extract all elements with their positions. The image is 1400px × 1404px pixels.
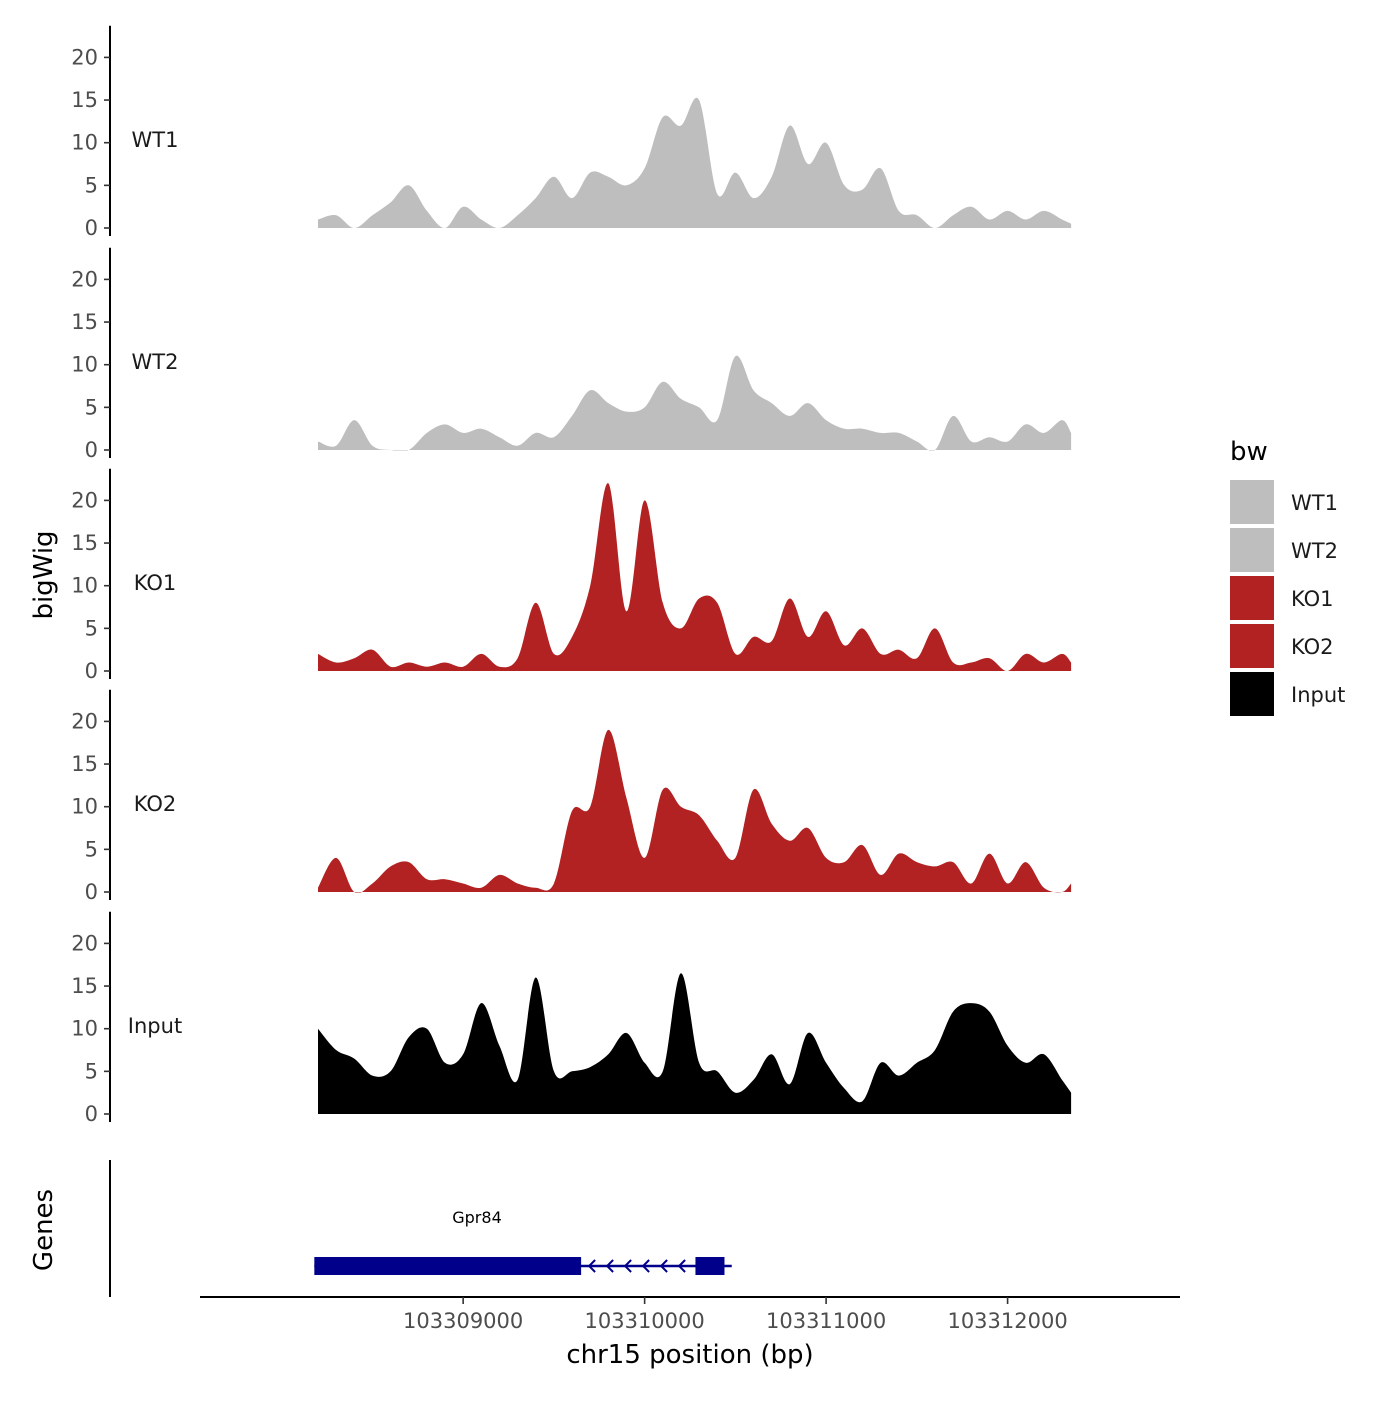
y-tick-label: 20	[71, 488, 98, 512]
track-wt1: 0 5 10 15 20 WT1	[71, 25, 1180, 241]
y-tick-label: 5	[85, 173, 98, 197]
y-tick-label: 0	[85, 438, 98, 462]
gene-gpr84: Gpr84	[314, 1208, 732, 1275]
baseline-mask	[200, 450, 1180, 463]
y-tick-label: 20	[71, 45, 98, 69]
strand-arrow	[605, 1259, 614, 1273]
baseline-mask	[200, 1114, 1180, 1127]
y-tick-label: 20	[71, 267, 98, 291]
baseline-mask	[200, 892, 1180, 905]
track-label-ko1: KO1	[134, 571, 177, 595]
y-tick-label: 15	[71, 752, 98, 776]
y-tick-label: 15	[71, 310, 98, 334]
coverage-area-wt2	[318, 355, 1072, 452]
y-tick-label: 15	[71, 88, 98, 112]
strand-arrow	[587, 1259, 596, 1273]
y-tick-label: 5	[85, 616, 98, 640]
x-tick-label: 103312000	[947, 1309, 1067, 1333]
x-axis-title: chr15 position (bp)	[566, 1340, 813, 1370]
legend: bw WT1 WT2 KO1 KO2 Input	[1230, 437, 1345, 716]
track-ko2: 0 5 10 15 20 KO2	[71, 689, 1180, 905]
track-label-input: Input	[128, 1014, 182, 1038]
legend-title: bw	[1230, 437, 1268, 467]
track-wt2: 0 5 10 15 20 WT2	[71, 247, 1180, 463]
strand-arrow	[659, 1259, 668, 1273]
coverage-area-ko1	[318, 483, 1072, 672]
y-tick-label: 20	[71, 709, 98, 733]
track-ko1: 0 5 10 15 20 KO1	[71, 468, 1180, 684]
y-tick-label: 10	[71, 795, 98, 819]
gene-exon-block	[314, 1257, 582, 1275]
legend-swatch-wt1	[1230, 480, 1274, 524]
legend-label-input: Input	[1291, 683, 1345, 707]
legend-swatch-input	[1230, 672, 1274, 716]
y-tick-label: 10	[71, 574, 98, 598]
y-tick-label: 10	[71, 1017, 98, 1041]
baseline-mask	[200, 671, 1180, 684]
coverage-area-input	[318, 973, 1072, 1114]
y-tick-label: 5	[85, 1059, 98, 1083]
gene-exon-block	[695, 1257, 725, 1275]
y-tick-label: 5	[85, 837, 98, 861]
baseline-mask	[200, 228, 1180, 241]
genes-axis-title: Genes	[29, 1189, 59, 1271]
x-tick-label: 103311000	[766, 1309, 886, 1333]
legend-label-ko2: KO2	[1291, 635, 1334, 659]
genes-panel: Gpr84	[109, 1160, 732, 1297]
y-tick-label: 15	[71, 531, 98, 555]
legend-label-wt1: WT1	[1291, 491, 1338, 515]
strand-arrow	[641, 1259, 650, 1273]
x-tick-label: 103309000	[403, 1309, 523, 1333]
track-label-wt2: WT2	[132, 350, 179, 374]
x-tick-label: 103310000	[585, 1309, 705, 1333]
y-axis-title: bigWig	[29, 530, 59, 619]
track-input: 0 5 10 15 20 Input	[71, 911, 1180, 1127]
track-label-ko2: KO2	[134, 792, 177, 816]
coverage-area-ko2	[318, 729, 1072, 894]
y-tick-label: 10	[71, 131, 98, 155]
legend-label-wt2: WT2	[1291, 539, 1338, 563]
x-axis: 103309000 103310000 103311000 103312000	[200, 1296, 1180, 1333]
legend-swatch-ko2	[1230, 624, 1274, 668]
y-tick-label: 20	[71, 931, 98, 955]
y-tick-label: 10	[71, 353, 98, 377]
track-label-wt1: WT1	[132, 128, 179, 152]
coverage-area-wt1	[318, 97, 1072, 229]
legend-swatch-ko1	[1230, 576, 1274, 620]
coverage-tracks: 0 5 10 15 20 WT1 0 5 10 15 20 WT2 0 5 10 15 20 KO1 0 5 10 15 2…	[71, 25, 1180, 1127]
legend-swatch-wt2	[1230, 528, 1274, 572]
y-tick-label: 0	[85, 880, 98, 904]
strand-arrow	[677, 1259, 686, 1273]
y-tick-label: 15	[71, 974, 98, 998]
gene-label: Gpr84	[452, 1208, 502, 1227]
y-tick-label: 0	[85, 216, 98, 240]
y-tick-label: 0	[85, 659, 98, 683]
legend-label-ko1: KO1	[1291, 587, 1334, 611]
y-tick-label: 0	[85, 1102, 98, 1126]
strand-arrow	[623, 1259, 632, 1273]
y-tick-label: 5	[85, 395, 98, 419]
